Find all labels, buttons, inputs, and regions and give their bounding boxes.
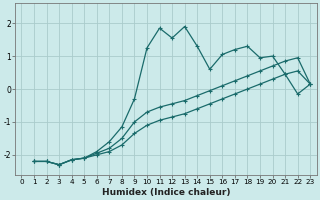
X-axis label: Humidex (Indice chaleur): Humidex (Indice chaleur) [101, 188, 230, 197]
